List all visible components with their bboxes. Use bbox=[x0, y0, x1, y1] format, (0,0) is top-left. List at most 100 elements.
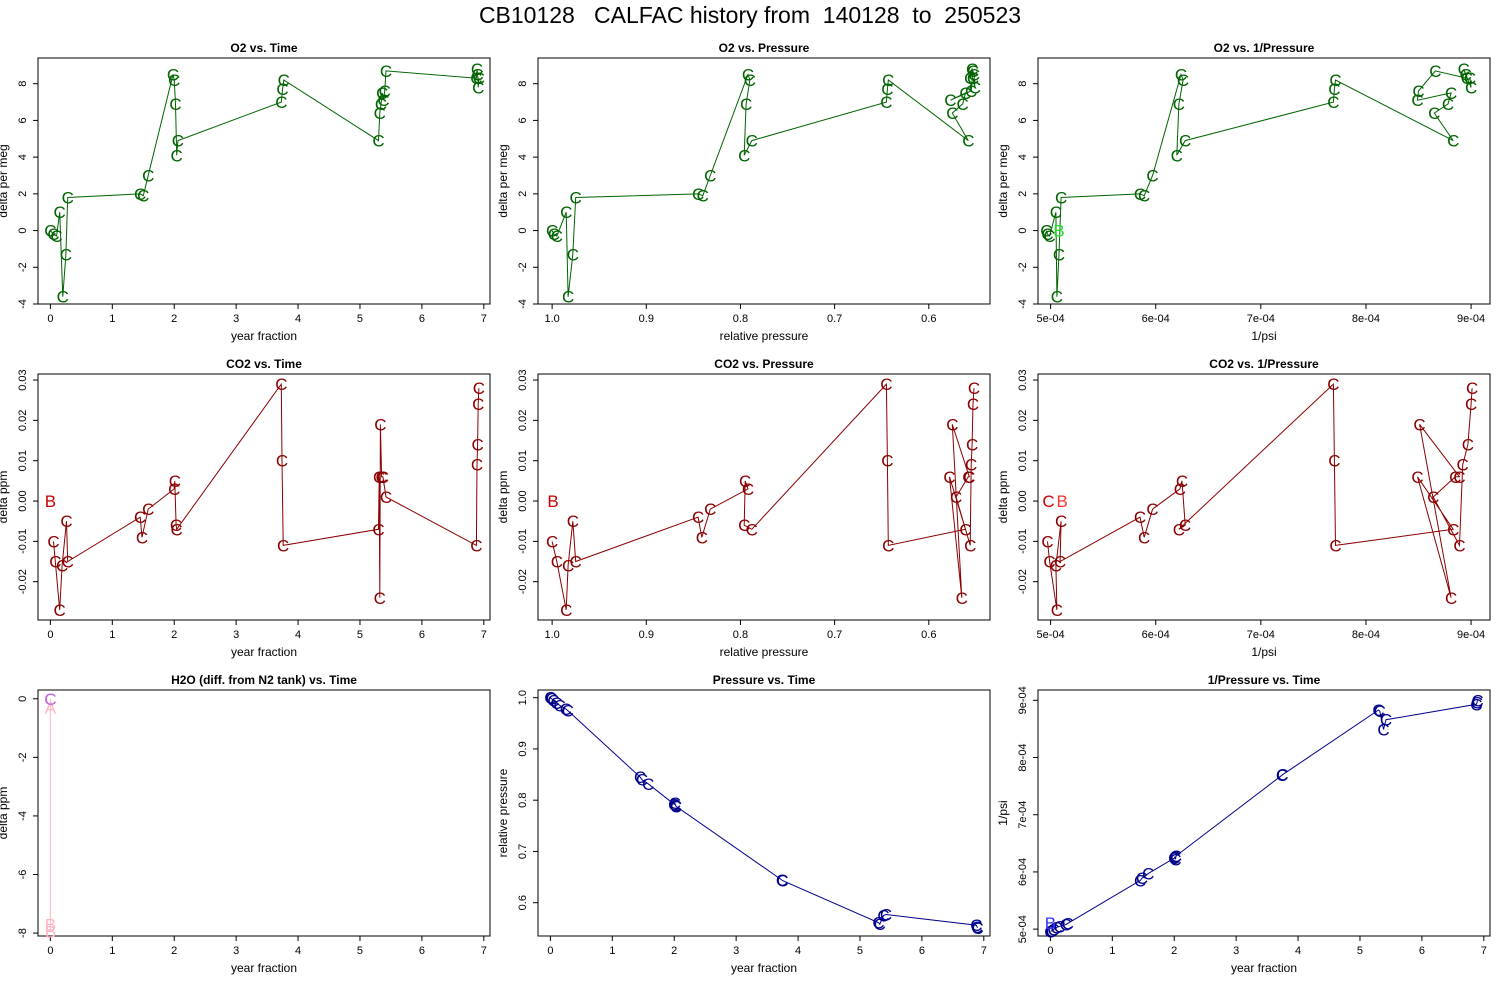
data-point: C bbox=[740, 95, 752, 114]
data-point: C bbox=[473, 379, 485, 398]
data-point: C bbox=[971, 919, 983, 938]
chart-panel: CO2 vs. Pressure 1.0 0.9 0.8 0.7 0.6 -0.02 -0.0… bbox=[496, 357, 991, 659]
data-point: C bbox=[1053, 245, 1065, 264]
data-point: C bbox=[1055, 512, 1067, 531]
data-point: C bbox=[1050, 557, 1062, 576]
data-point: C bbox=[959, 520, 971, 539]
plot-frame bbox=[537, 689, 991, 937]
data-point: C bbox=[880, 905, 892, 924]
x-tick-label: 0 bbox=[547, 945, 553, 957]
data-point: C bbox=[547, 691, 559, 710]
data-point: C bbox=[1175, 66, 1187, 85]
data-point: C bbox=[881, 80, 893, 99]
panel-title: H2O (diff. from N2 tank) vs. Time bbox=[171, 673, 357, 687]
data-point: B bbox=[45, 915, 56, 934]
x-tick-label: 3 bbox=[733, 945, 739, 957]
data-point: C bbox=[376, 468, 388, 487]
x-tick-label: 0 bbox=[1047, 945, 1053, 957]
data-point: C bbox=[669, 794, 681, 813]
data-point: C bbox=[1169, 848, 1181, 867]
chart-panel: 1/Pressure vs. Time 0 1 2 3 4 5 6 7 5e-04 6e-04 7e-… bbox=[996, 673, 1491, 975]
data-point: C bbox=[546, 222, 558, 241]
data-point: C bbox=[970, 916, 982, 935]
data-point: C bbox=[962, 132, 974, 151]
data-point: C bbox=[470, 536, 482, 555]
data-point: C bbox=[275, 375, 287, 394]
data-point: C bbox=[1457, 456, 1469, 475]
data-point: C bbox=[967, 395, 979, 414]
data-point: C bbox=[1380, 711, 1392, 730]
data-point: C bbox=[471, 436, 483, 455]
data-point: C bbox=[742, 66, 754, 85]
x-tick-label: 7 bbox=[481, 945, 487, 957]
y-tick-label: -0.02 bbox=[1017, 569, 1029, 594]
data-point: C bbox=[54, 203, 66, 222]
y-tick-label: 0.9 bbox=[517, 741, 529, 756]
data-point: C bbox=[374, 415, 386, 434]
data-point: C bbox=[277, 536, 289, 555]
y-tick-label: 0 bbox=[1017, 228, 1029, 234]
data-point: C bbox=[1453, 468, 1465, 487]
data-point: C bbox=[60, 512, 72, 531]
data-point: C bbox=[1465, 395, 1477, 414]
data-point: C bbox=[278, 71, 290, 90]
data-point: C bbox=[44, 690, 56, 709]
data-point: C bbox=[964, 69, 976, 88]
x-tick-label: 7 bbox=[481, 313, 487, 325]
data-point: C bbox=[1051, 288, 1063, 307]
panel-title: CO2 vs. Pressure bbox=[714, 357, 814, 371]
x-tick-label: 0.7 bbox=[827, 313, 842, 325]
y-tick-label: -0.01 bbox=[17, 529, 29, 554]
x-tick-label: 4 bbox=[1295, 945, 1301, 957]
data-point: C bbox=[696, 528, 708, 547]
y-tick-label: 0.02 bbox=[517, 410, 529, 431]
data-point: C bbox=[965, 82, 977, 101]
data-point: C bbox=[49, 553, 61, 572]
plot-frame bbox=[37, 689, 491, 937]
x-tick-label: 6 bbox=[1419, 945, 1425, 957]
data-point: C bbox=[1134, 872, 1146, 891]
data-point: C bbox=[966, 60, 978, 79]
data-point: C bbox=[472, 395, 484, 414]
x-tick-label: 5 bbox=[357, 313, 363, 325]
series-line bbox=[50, 68, 480, 297]
data-point: C bbox=[1169, 850, 1181, 869]
data-point: C bbox=[1465, 78, 1477, 97]
data-point: C bbox=[882, 536, 894, 555]
y-tick-label: 0.02 bbox=[17, 410, 29, 431]
x-tick-label: 2 bbox=[671, 945, 677, 957]
data-point: C bbox=[546, 532, 558, 551]
y-tick-label: 0.03 bbox=[517, 369, 529, 390]
data-point: C bbox=[1442, 95, 1454, 114]
y-tick-label: -2 bbox=[517, 262, 529, 272]
x-tick-label: 7 bbox=[981, 945, 987, 957]
y-tick-label: 0.01 bbox=[17, 450, 29, 471]
panel-title: 1/Pressure vs. Time bbox=[1208, 673, 1321, 687]
x-tick-label: 6 bbox=[919, 945, 925, 957]
data-point: C bbox=[471, 456, 483, 475]
x-axis-label: relative pressure bbox=[720, 645, 809, 659]
data-point: C bbox=[1173, 520, 1185, 539]
data-point-extra: C bbox=[44, 690, 56, 709]
x-tick-label: 0.7 bbox=[827, 629, 842, 641]
chart-panel: O2 vs. Pressure 1.0 0.9 0.8 0.7 0.6 -4 -2 0 2 4 6 8 r… bbox=[496, 41, 991, 343]
x-tick-label: 0.6 bbox=[921, 629, 936, 641]
plot-frame bbox=[37, 57, 491, 305]
data-point: C bbox=[1138, 187, 1150, 206]
x-tick-label: 5e-04 bbox=[1037, 313, 1065, 325]
y-tick-label: 6 bbox=[17, 117, 29, 123]
x-tick-label: 4 bbox=[795, 945, 801, 957]
data-point: C bbox=[746, 132, 758, 151]
page-title: CB10128 CALFAC history from 140128 to 25… bbox=[478, 2, 1022, 28]
x-tick-label: 0.9 bbox=[639, 313, 654, 325]
data-point: C bbox=[1445, 589, 1457, 608]
x-tick-label: 0.8 bbox=[733, 313, 748, 325]
data-point-extra: B bbox=[547, 492, 558, 511]
data-point: C bbox=[742, 480, 754, 499]
data-point: C bbox=[1411, 468, 1423, 487]
y-tick-label: -0.02 bbox=[517, 569, 529, 594]
x-tick-label: 6 bbox=[419, 945, 425, 957]
y-tick-label: 0.00 bbox=[517, 490, 529, 511]
y-tick-label: 0 bbox=[17, 696, 29, 702]
data-point: C bbox=[965, 456, 977, 475]
